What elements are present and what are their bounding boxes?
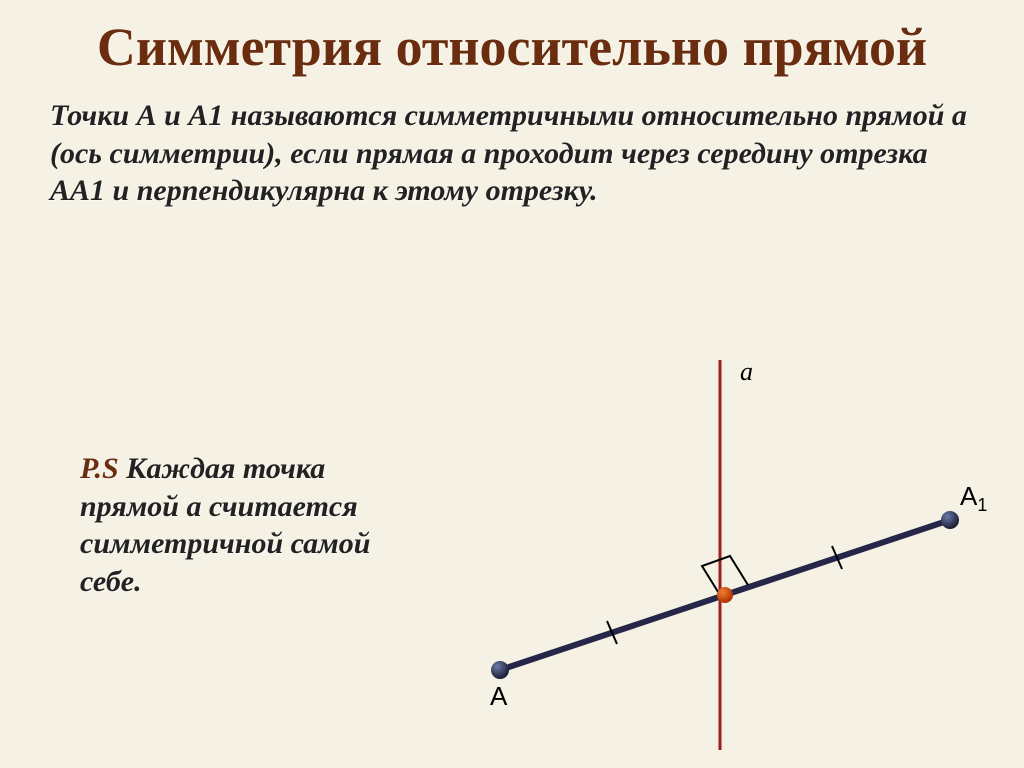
- slide: Симметрия относительно прямой Точки А и …: [0, 0, 1024, 768]
- label-a: A: [490, 681, 508, 711]
- label-a1: A1: [960, 481, 987, 515]
- geometry-diagram: a A A1: [440, 350, 1000, 750]
- endpoint-a-dot: [491, 661, 509, 679]
- label-a1-main: A: [960, 481, 978, 511]
- slide-title: Симметрия относительно прямой: [0, 0, 1024, 77]
- axis-label: a: [740, 357, 753, 386]
- endpoint-a1-dot: [941, 511, 959, 529]
- definition-text: Точки А и А1 называются симметричными от…: [0, 77, 1024, 210]
- label-a1-sub: 1: [977, 495, 987, 515]
- midpoint-dot: [717, 587, 733, 603]
- ps-prefix: P.S: [80, 452, 126, 485]
- ps-note: P.S Каждая точка прямой а считается симм…: [80, 450, 410, 600]
